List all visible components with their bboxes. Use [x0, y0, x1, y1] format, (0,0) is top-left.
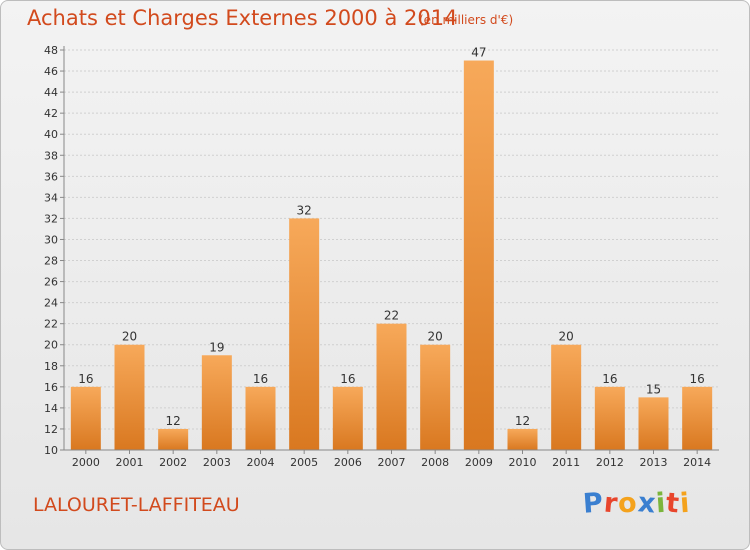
value-label: 20 — [559, 330, 574, 344]
value-label: 15 — [646, 382, 661, 396]
y-tick-label: 10 — [44, 444, 58, 457]
x-tick-label: 2002 — [159, 456, 187, 469]
bar-2001 — [114, 344, 145, 450]
bar-2013 — [638, 397, 669, 450]
y-tick-label: 40 — [44, 128, 58, 141]
bar-2014 — [682, 386, 713, 450]
bar-2005 — [289, 218, 320, 450]
bar-2006 — [332, 386, 363, 450]
y-tick-label: 42 — [44, 107, 58, 120]
x-tick-label: 2005 — [290, 456, 318, 469]
x-tick-label: 2003 — [203, 456, 231, 469]
logo-letter: o — [617, 487, 639, 520]
logo-letter: i — [679, 487, 692, 520]
bar-2008 — [420, 344, 451, 450]
y-tick-label: 12 — [44, 423, 58, 436]
value-label: 16 — [690, 372, 705, 386]
y-tick-label: 14 — [44, 402, 58, 415]
x-tick-label: 2000 — [72, 456, 100, 469]
y-tick-label: 20 — [44, 339, 58, 352]
value-label: 12 — [166, 414, 181, 428]
y-tick-label: 22 — [44, 318, 58, 331]
bar-2010 — [507, 428, 538, 450]
proxiti-logo[interactable]: Proxiti — [581, 487, 692, 520]
bar-2007 — [376, 323, 407, 450]
y-tick-label: 30 — [44, 233, 58, 246]
y-tick-label: 18 — [44, 360, 58, 373]
bar-2009 — [463, 60, 494, 451]
y-tick-label: 28 — [44, 255, 58, 268]
value-label: 16 — [78, 372, 93, 386]
axes: 10 12 14 16 18 20 22 24 26 28 30 32 34 36 38 40 42 44 46 48… — [44, 44, 719, 469]
chart-title: Achats et Charges Externes 2000 à 2014 — [27, 6, 458, 30]
y-tick-label: 16 — [44, 381, 58, 394]
y-tick-label: 34 — [44, 191, 58, 204]
bar-2012 — [594, 386, 625, 450]
y-tick-label: 44 — [44, 86, 58, 99]
value-labels: 16 20 12 19 16 32 16 22 20 47 12 20 16 15 16 — [78, 46, 705, 428]
x-tick-label: 2006 — [334, 456, 362, 469]
bars — [70, 60, 713, 451]
y-tick-label: 38 — [44, 149, 58, 162]
x-tick-label: 2014 — [683, 456, 711, 469]
bar-2004 — [245, 386, 276, 450]
x-tick-label: 2011 — [552, 456, 580, 469]
y-tick-label: 36 — [44, 170, 58, 183]
y-tick-label: 26 — [44, 276, 58, 289]
bar-2000 — [70, 386, 101, 450]
y-tick-label: 32 — [44, 212, 58, 225]
x-tick-label: 2008 — [421, 456, 449, 469]
logo-letter: P — [581, 487, 605, 520]
value-label: 12 — [515, 414, 530, 428]
value-label: 47 — [471, 46, 486, 60]
value-label: 20 — [122, 330, 137, 344]
x-tick-label: 2010 — [509, 456, 537, 469]
x-tick-label: 2001 — [116, 456, 144, 469]
value-label: 16 — [340, 372, 355, 386]
x-tick-label: 2009 — [465, 456, 493, 469]
value-label: 32 — [297, 203, 312, 217]
commune-name: LALOURET-LAFFITEAU — [33, 494, 240, 516]
y-tick-label: 46 — [44, 65, 58, 78]
x-tick-label: 2012 — [596, 456, 624, 469]
value-label: 20 — [428, 330, 443, 344]
value-label: 22 — [384, 309, 399, 323]
bar-2002 — [158, 428, 189, 450]
y-tick-label: 24 — [44, 297, 58, 310]
x-tick-label: 2007 — [378, 456, 406, 469]
bar-2011 — [551, 344, 582, 450]
bar-2003 — [201, 355, 232, 450]
value-label: 19 — [209, 340, 224, 354]
x-tick-label: 2013 — [640, 456, 668, 469]
value-label: 16 — [253, 372, 268, 386]
y-tick-label: 48 — [44, 44, 58, 57]
x-tick-label: 2004 — [247, 456, 275, 469]
chart-subtitle: (en milliers d'€) — [419, 13, 514, 27]
value-label: 16 — [602, 372, 617, 386]
